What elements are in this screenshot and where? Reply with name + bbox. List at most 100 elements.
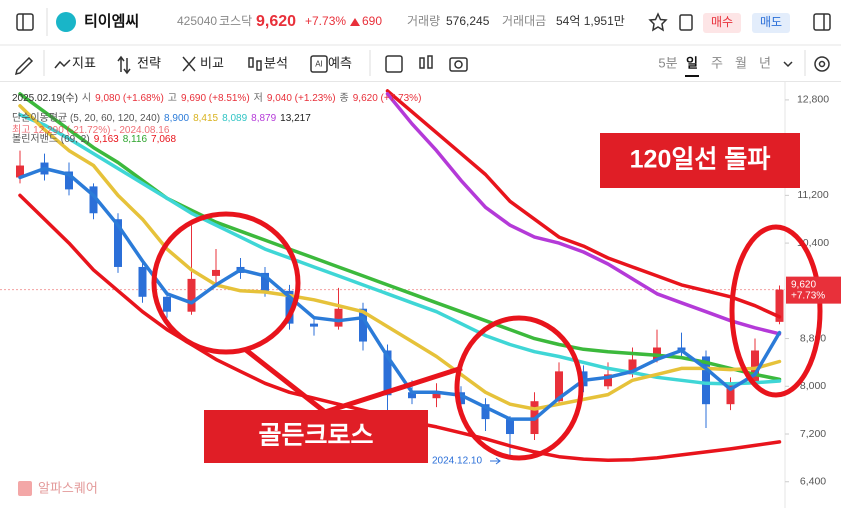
sell-label: 매도 xyxy=(760,15,782,29)
price: 9,620 xyxy=(256,13,296,30)
candle-body xyxy=(16,165,24,178)
candle-body xyxy=(285,290,294,324)
legend-value: 8,900 xyxy=(164,113,189,124)
logo xyxy=(56,12,76,32)
annotation-box xyxy=(600,133,800,188)
stock-code: 425040 xyxy=(177,14,217,28)
candle-body xyxy=(604,374,612,387)
toolbar: AI 지표 전략 비교 분석 예측 5분 일 주 월 년 xyxy=(0,50,841,82)
candle-body xyxy=(653,347,661,360)
legend-label: 단순이동평균 (5, 20, 60, 120, 240) xyxy=(12,112,160,124)
y-tick-label: 8,000 xyxy=(800,380,826,392)
connector xyxy=(324,365,463,415)
indicator-line xyxy=(18,104,782,411)
tool-button[interactable]: 비교 xyxy=(200,55,224,70)
buy-button[interactable] xyxy=(703,13,741,33)
change-pct: +7.73% xyxy=(305,14,346,28)
indicator-line xyxy=(385,92,782,336)
chart-type-button[interactable] xyxy=(419,57,425,69)
candle-body xyxy=(261,272,269,291)
tool-button[interactable]: 전략 xyxy=(137,55,161,70)
volume: 576,245 xyxy=(446,14,490,28)
legend-value: 7,068 xyxy=(151,134,176,145)
watermark: 알파스퀘어 xyxy=(38,480,98,495)
sell-button[interactable] xyxy=(752,13,790,33)
market: 코스닥 xyxy=(219,14,252,28)
tool-button[interactable]: 지표 xyxy=(72,55,96,70)
candle-body xyxy=(65,171,73,190)
y-tick-label: 6,400 xyxy=(800,476,826,488)
legend-value: 8,116 xyxy=(123,134,148,145)
indicator-line xyxy=(18,92,782,382)
draw-button[interactable] xyxy=(14,56,34,76)
period-button[interactable]: 월 xyxy=(735,55,747,70)
candle-body xyxy=(702,356,710,405)
candle-body xyxy=(163,296,171,312)
low-arrow xyxy=(490,457,501,465)
svg-text:AI: AI xyxy=(315,60,323,69)
layout-button[interactable] xyxy=(385,55,403,73)
settings-button[interactable] xyxy=(814,56,830,72)
up-triangle xyxy=(350,18,360,26)
tool-button[interactable]: 예측 xyxy=(328,55,352,70)
candle-body xyxy=(775,289,784,322)
y-tick-label: 12,800 xyxy=(797,94,829,106)
period-button[interactable]: 주 xyxy=(711,55,723,70)
highlight-circle xyxy=(454,315,584,461)
stock-name: 티이엠씨 xyxy=(84,12,139,30)
watermark-logo xyxy=(18,481,32,496)
legend-label: 고 xyxy=(168,93,177,104)
candle-body xyxy=(726,383,735,405)
annotation-text: 120일선 돌파 xyxy=(630,146,771,174)
annotations xyxy=(151,211,823,461)
highlight-circle xyxy=(151,211,301,355)
candle-body xyxy=(89,186,98,214)
last-change: +7.73% xyxy=(791,290,825,301)
period-button[interactable]: 년 xyxy=(759,55,771,70)
period-button[interactable]: 5분 xyxy=(658,55,677,70)
legend-value: 9,080 (+1.68%) xyxy=(95,93,164,104)
candle-body xyxy=(359,308,367,342)
tool-button[interactable]: 분석 xyxy=(264,55,288,70)
change-abs: 690 xyxy=(362,14,382,28)
legend-value: 8,089 xyxy=(222,113,247,124)
legend-line: 단순이동평균 (5, 20, 60, 120, 240) 8,900 8,415 8,… xyxy=(12,112,311,124)
legend-value: 13,217 xyxy=(280,113,311,124)
legend-line: 2025.02.19(수) 시 9,080 (+1.68%) 고 9,690 (+8.5… xyxy=(12,92,421,104)
indicator-line xyxy=(18,166,782,421)
candle-body xyxy=(383,350,392,396)
y-tick-label: 8,800 xyxy=(800,332,826,344)
indicator-line xyxy=(385,89,782,319)
candle-body xyxy=(334,308,343,327)
screenshot-button[interactable] xyxy=(449,57,468,72)
legend-date: 2025.02.19(수) xyxy=(12,92,78,104)
amount: 54억 1,951만 xyxy=(556,14,625,28)
candle-body xyxy=(408,392,416,399)
candle-body xyxy=(114,219,122,267)
candle-body xyxy=(138,266,147,297)
sidebar-toggle[interactable] xyxy=(16,13,34,31)
favorite-button[interactable] xyxy=(648,12,668,32)
last-price-box xyxy=(786,276,841,304)
candle-body xyxy=(212,269,220,276)
legend-label: 종 xyxy=(340,92,349,104)
panel-toggle[interactable] xyxy=(813,13,831,31)
legend-value: 8,879 xyxy=(251,113,276,124)
legend-label: 볼린저밴드 (69, 2) xyxy=(12,133,90,145)
high-note: 최고 12,290 (-21.72%) - 2024.08.16 xyxy=(12,124,170,136)
legend-value: 9,690 (+8.51%) xyxy=(181,93,250,104)
period-button[interactable]: 일 xyxy=(686,55,698,70)
plot-area xyxy=(0,89,785,463)
legend-value: 8,415 xyxy=(193,113,218,124)
memo-button[interactable] xyxy=(679,14,693,31)
period-dropdown[interactable] xyxy=(783,61,793,68)
legend-label: 저 xyxy=(254,92,263,104)
candle-body xyxy=(187,278,196,312)
candle-body xyxy=(310,323,318,327)
legend-label: 시 xyxy=(82,92,91,104)
legend: 2025.02.19(수) 시 9,080 (+1.68%) 고 9,690 (+8.5… xyxy=(12,92,421,145)
legend-value: 9,040 (+1.23%) xyxy=(267,93,336,104)
candle-body xyxy=(481,404,490,420)
